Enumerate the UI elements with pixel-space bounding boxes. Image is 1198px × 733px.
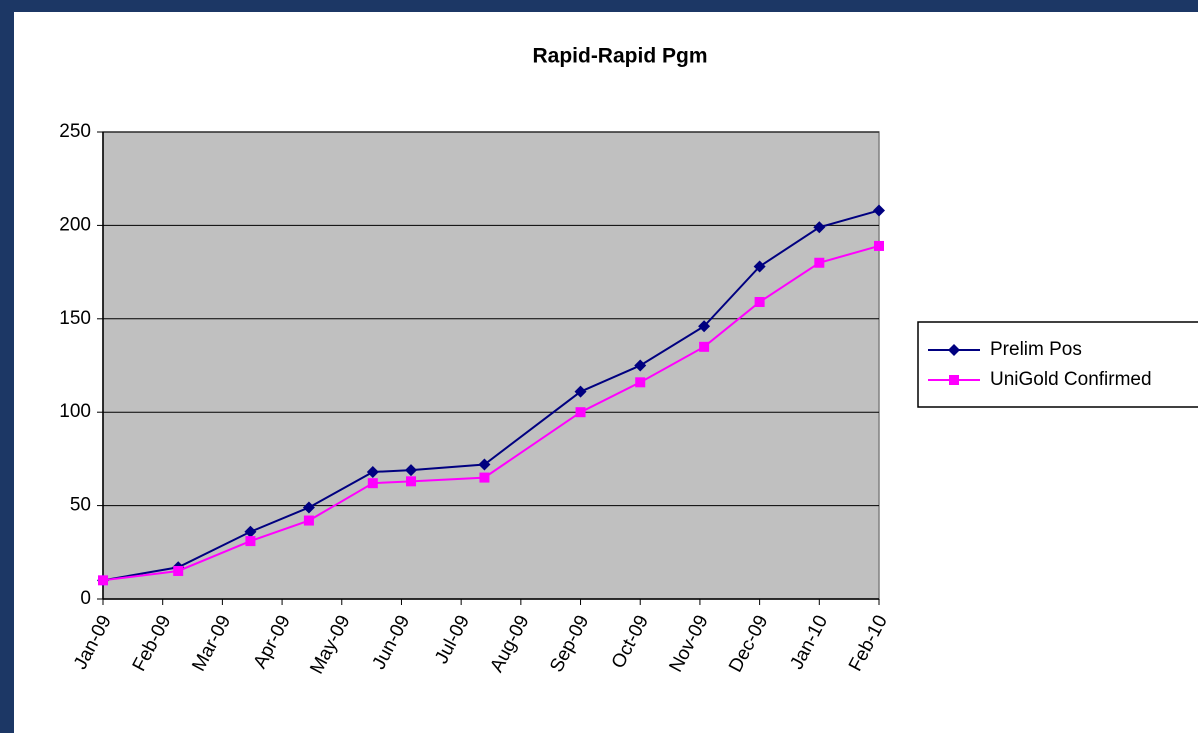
marker xyxy=(575,407,586,418)
marker xyxy=(699,341,710,352)
legend-label: Prelim Pos xyxy=(990,339,1082,360)
marker xyxy=(405,464,418,477)
y-tick-label: 200 xyxy=(59,214,91,235)
marker xyxy=(303,515,314,526)
marker xyxy=(753,260,766,273)
y-tick-label: 100 xyxy=(59,401,91,422)
marker xyxy=(244,525,257,538)
marker xyxy=(754,296,765,307)
marker xyxy=(302,501,315,514)
legend: Prelim Pos UniGold Confirmed xyxy=(917,321,1198,408)
legend-marker xyxy=(949,375,959,385)
marker xyxy=(634,359,647,372)
marker xyxy=(479,472,490,483)
marker xyxy=(245,536,256,547)
marker xyxy=(366,465,379,478)
marker xyxy=(574,385,587,398)
legend-label: UniGold Confirmed xyxy=(990,369,1152,390)
marker xyxy=(813,221,826,234)
marker xyxy=(406,476,417,487)
marker xyxy=(173,565,184,576)
plot-area xyxy=(102,131,880,600)
y-tick-label: 0 xyxy=(80,588,91,609)
marker xyxy=(698,320,711,333)
marker xyxy=(635,377,646,388)
marker xyxy=(873,204,885,217)
chart-title: Rapid-Rapid Pgm xyxy=(532,45,707,68)
legend-marker xyxy=(948,344,960,356)
marker xyxy=(814,257,825,268)
marker xyxy=(98,575,108,586)
marker xyxy=(478,458,491,471)
y-tick-label: 150 xyxy=(59,308,91,329)
marker xyxy=(367,478,378,489)
y-tick-label: 250 xyxy=(59,121,91,142)
y-tick-label: 50 xyxy=(70,495,91,516)
legend-box xyxy=(917,321,1198,408)
marker xyxy=(874,240,884,251)
